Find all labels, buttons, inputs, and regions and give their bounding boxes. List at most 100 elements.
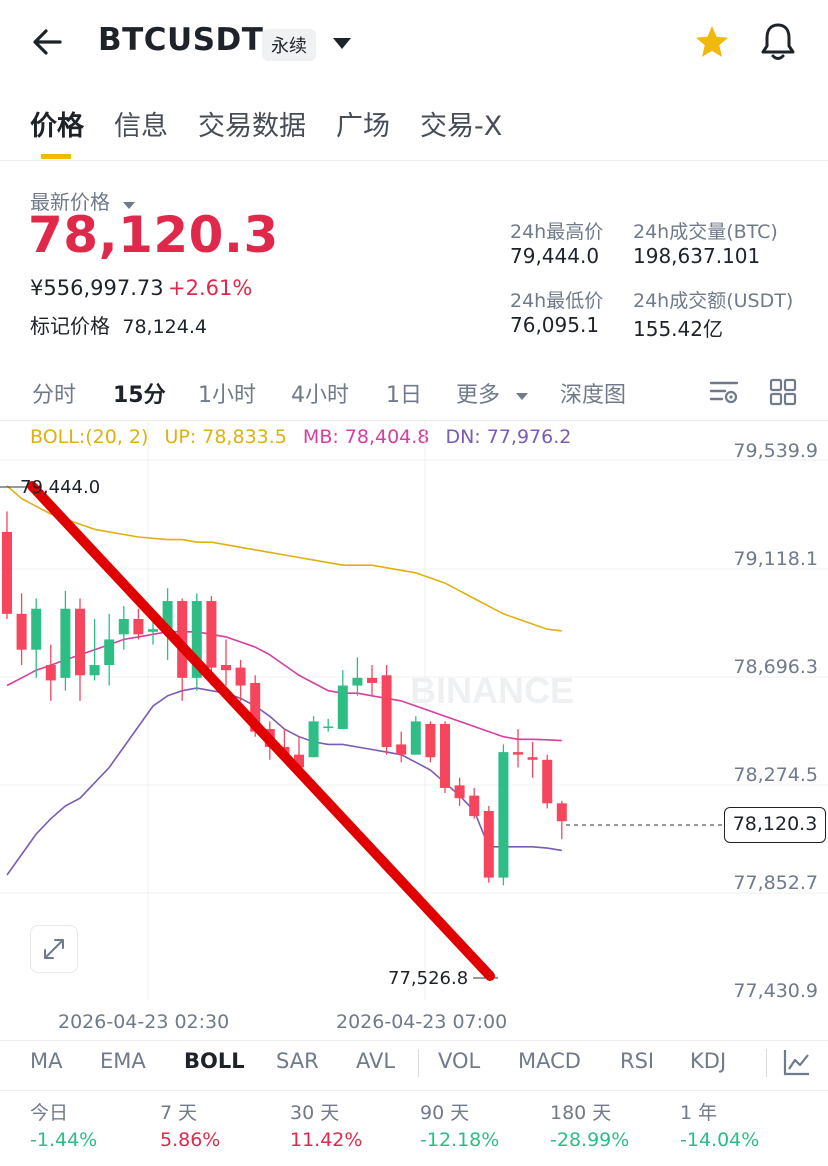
candle-body: [162, 601, 173, 632]
depth-chart-tab[interactable]: 深度图: [560, 383, 627, 408]
bell-icon: [761, 23, 795, 60]
candle-body: [118, 618, 129, 635]
indicator-rsi[interactable]: RSI: [620, 1049, 655, 1073]
layout-grid-button[interactable]: [768, 377, 798, 411]
indicator-ema[interactable]: EMA: [100, 1049, 146, 1073]
interval-more[interactable]: 更多: [456, 377, 529, 409]
interval-timeline[interactable]: 分时: [32, 383, 77, 408]
candle-body: [425, 723, 436, 758]
candle-body: [469, 795, 480, 817]
perf-value: -1.44%: [30, 1129, 98, 1151]
tab-trade-x[interactable]: 交易-X: [420, 111, 503, 142]
mark-price-value: 78,124.4: [122, 316, 207, 338]
y-axis-label: 77,852.7: [733, 872, 818, 894]
interval-1h[interactable]: 1小时: [198, 383, 256, 408]
perf-label: 1 年: [680, 1102, 718, 1124]
mark-price: 标记价格 78,124.4: [30, 310, 207, 339]
divider: [0, 160, 828, 161]
separator: [766, 1049, 767, 1077]
x-axis-label: 2026-04-23 02:30: [58, 1011, 230, 1033]
perf-value: 5.86%: [160, 1129, 221, 1151]
y-axis-label: 77,430.9: [733, 980, 818, 1002]
indicator-avl[interactable]: AVL: [356, 1049, 396, 1073]
indicator-sar[interactable]: SAR: [276, 1049, 319, 1073]
symbol-dropdown-button[interactable]: [332, 36, 352, 55]
candle-body: [410, 721, 421, 755]
candle-body: [396, 744, 407, 755]
perf-value: -12.18%: [420, 1129, 500, 1151]
candle-body: [454, 785, 465, 799]
indicator-vol[interactable]: VOL: [438, 1049, 481, 1073]
volume-usdt-value: 155.42亿: [633, 317, 723, 341]
indicator-macd[interactable]: MACD: [518, 1049, 581, 1073]
boll-upper-line: [6, 485, 562, 632]
chevron-down-icon: [333, 38, 351, 49]
candle-body: [513, 752, 523, 755]
interval-bar: 分时 15分 1小时 4小时 1日 更多 深度图: [32, 377, 828, 409]
volume-btc-value: 198,637.101: [633, 244, 761, 268]
chart-settings-button[interactable]: [708, 377, 740, 411]
candle-body: [352, 677, 363, 686]
candle-body: [294, 754, 304, 768]
tab-trading-data[interactable]: 交易数据: [198, 111, 306, 142]
drawn-trend-line[interactable]: [27, 481, 495, 981]
candle-body: [75, 608, 85, 676]
low-price-label: 77,526.8: [388, 968, 469, 989]
candlestick-chart[interactable]: BINANCE: [0, 420, 828, 1005]
candle-body: [206, 601, 217, 668]
boll-params: BOLL:(20, 2): [30, 426, 149, 448]
tab-square[interactable]: 广场: [336, 111, 390, 142]
perf-value: -28.99%: [550, 1129, 630, 1151]
candle-body: [367, 677, 377, 683]
candle-body: [323, 726, 334, 729]
candle-body: [381, 675, 392, 747]
divider: [0, 420, 828, 421]
indicator-ma[interactable]: MA: [30, 1049, 63, 1073]
fullscreen-button[interactable]: [30, 925, 78, 973]
y-axis-label: 78,696.3: [733, 656, 818, 678]
y-axis-label: 79,539.9: [733, 440, 818, 462]
interval-15m[interactable]: 15分: [113, 383, 166, 408]
separator: [418, 1049, 419, 1077]
candle-body: [60, 608, 71, 678]
low-24h-label: 24h最低价: [510, 290, 604, 312]
candle-body: [498, 752, 509, 878]
grid-icon: [769, 378, 797, 406]
interval-4h[interactable]: 4小时: [291, 383, 349, 408]
favorite-button[interactable]: [694, 24, 730, 64]
back-arrow-icon: [33, 29, 62, 55]
volume-usdt-label: 24h成交额(USDT): [633, 290, 794, 312]
notifications-button[interactable]: [758, 20, 798, 66]
y-axis-label: 79,118.1: [733, 548, 818, 570]
boll-middle-line: [6, 630, 562, 742]
perf-label: 30 天: [290, 1102, 340, 1124]
symbol-title[interactable]: BTCUSDT: [98, 22, 264, 58]
last-price-label[interactable]: 最新价格: [30, 190, 110, 214]
boll-mb: MB: 78,404.8: [302, 426, 430, 448]
y-axis-label: 78,274.5: [733, 764, 818, 786]
indicator-kdj[interactable]: KDJ: [690, 1049, 727, 1073]
boll-dn: DN: 77,976.2: [445, 426, 572, 448]
candle-body: [2, 531, 12, 614]
candle-body: [542, 759, 553, 804]
indicator-boll[interactable]: BOLL: [184, 1049, 245, 1073]
last-price: 78,120.3: [28, 206, 279, 264]
price-type-dropdown[interactable]: [122, 195, 136, 214]
candle-body: [45, 665, 56, 681]
mark-price-label: 标记价格: [30, 314, 110, 338]
current-price-tag: 78,120.3: [724, 807, 826, 843]
perf-label: 180 天: [550, 1102, 612, 1124]
candle-body: [31, 608, 42, 650]
candle-body: [104, 639, 115, 666]
boll-lower-line: [6, 687, 562, 876]
interval-1d[interactable]: 1日: [386, 383, 422, 408]
back-button[interactable]: [28, 22, 68, 62]
tab-price[interactable]: 价格: [30, 111, 84, 142]
high-price-label: 79,444.0: [20, 477, 101, 498]
expand-icon: [44, 939, 64, 959]
candle-body: [440, 723, 450, 788]
tab-info[interactable]: 信息: [114, 111, 168, 142]
boll-legend: BOLL:(20, 2) UP: 78,833.5 MB: 78,404.8 D…: [30, 426, 571, 448]
candle-body: [133, 618, 144, 635]
indicator-settings-button[interactable]: [782, 1047, 812, 1081]
